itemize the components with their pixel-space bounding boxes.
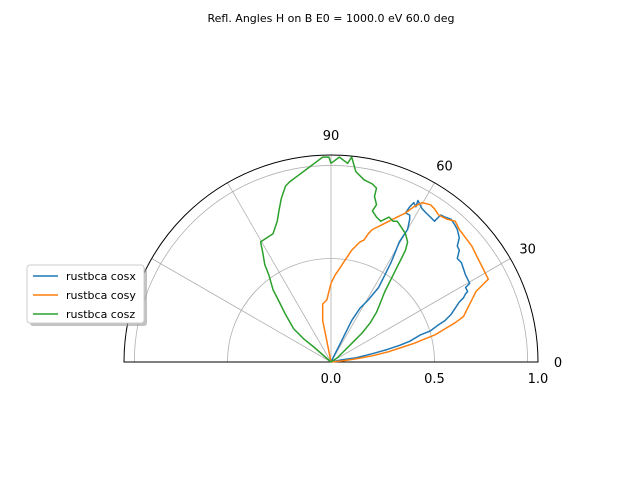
polar-frame xyxy=(123,154,539,363)
angle-tick-label: 60 xyxy=(436,159,453,174)
series-line-2 xyxy=(259,156,409,363)
legend-label: rustbca cosy xyxy=(66,289,136,302)
angle-tick-labels: 0 30 60 90 xyxy=(323,129,562,371)
chart-title: Refl. Angles H on B E0 = 1000.0 eV 60.0 … xyxy=(207,12,454,25)
legend-frame xyxy=(26,264,145,324)
angle-gridline xyxy=(330,258,511,363)
polar-grid xyxy=(133,155,529,363)
angle-tick-label: 30 xyxy=(519,243,536,258)
radial-tick-labels: 0.0 0.5 1.0 xyxy=(321,372,549,387)
legend: rustbca cosx rustbca cosy rustbca cosz xyxy=(26,264,147,326)
legend-label: rustbca cosz xyxy=(66,308,135,321)
angle-gridline xyxy=(151,258,332,363)
radial-tick-label: 0.0 xyxy=(321,372,342,387)
legend-label: rustbca cosx xyxy=(66,270,136,283)
series-line-1 xyxy=(321,201,490,363)
series-group xyxy=(259,156,490,363)
radial-tick-label: 0.5 xyxy=(424,372,445,387)
angle-gridline xyxy=(227,182,332,363)
angle-tick-label: 90 xyxy=(323,129,340,144)
angle-tick-label: 0 xyxy=(554,356,562,371)
angle-gridline xyxy=(330,182,435,363)
series-line-0 xyxy=(330,199,471,363)
radial-tick-label: 1.0 xyxy=(528,372,549,387)
